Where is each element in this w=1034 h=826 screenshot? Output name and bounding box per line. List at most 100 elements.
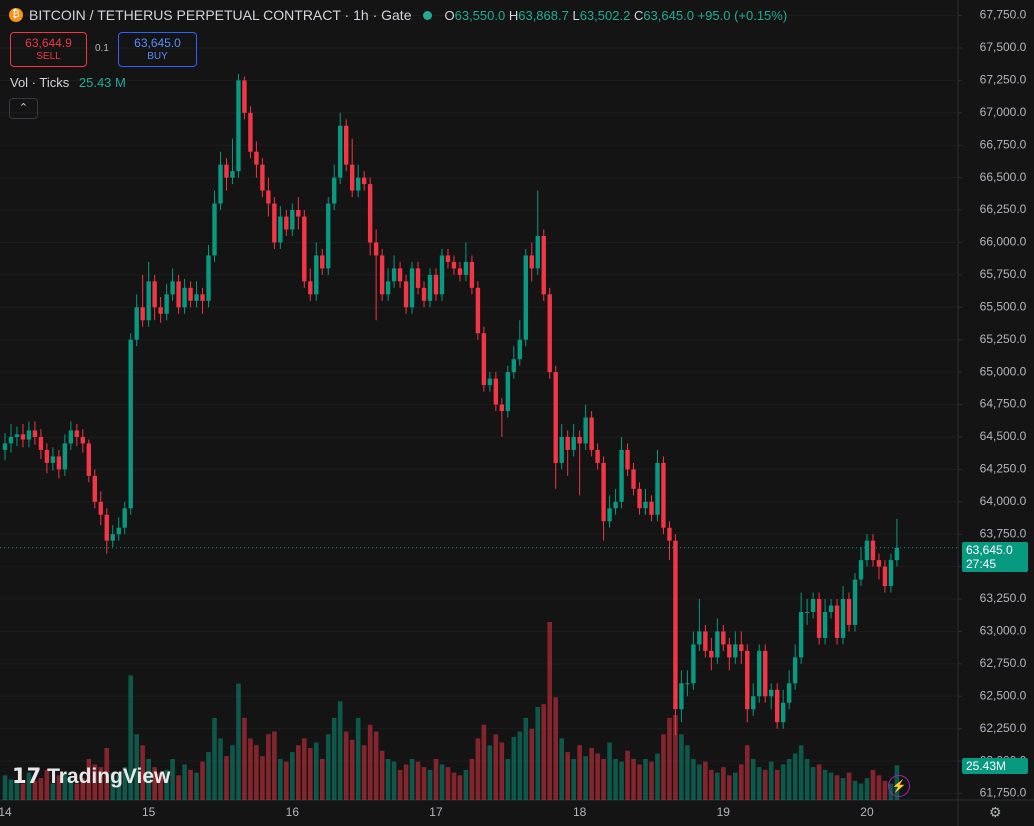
volume-bar <box>517 731 523 800</box>
volume-bar <box>409 758 415 800</box>
candle-body <box>499 404 505 412</box>
volume-bar <box>260 756 265 800</box>
candle-body <box>188 287 193 301</box>
volume-bar <box>188 769 193 800</box>
volume-bar <box>709 769 714 800</box>
change: +95.0 (+0.15%) <box>697 7 788 23</box>
candle-body <box>284 216 289 230</box>
candle-body <box>86 443 92 476</box>
volume-bar <box>469 758 475 800</box>
candle-body <box>709 650 714 658</box>
candle-body <box>158 307 163 314</box>
candle-body <box>140 307 145 321</box>
price-tag-price: 63,645.0 <box>966 543 1013 557</box>
candle-body <box>541 235 546 295</box>
candle-body <box>547 294 552 373</box>
buy-button[interactable]: 63,645.0 BUY <box>118 32 197 67</box>
volume-bar <box>302 738 307 800</box>
candle-body <box>74 430 80 437</box>
volume-bar <box>715 772 720 800</box>
volume-bar <box>571 758 576 800</box>
volume-bar <box>248 738 253 800</box>
volume-bar <box>583 756 588 800</box>
candle-body <box>361 177 367 185</box>
volume-legend-label: Vol · Ticks <box>10 75 70 90</box>
volume-bar <box>822 769 828 800</box>
volume-bar <box>56 775 62 800</box>
volume-bar <box>272 731 277 800</box>
buy-price: 63,645.0 <box>134 36 181 50</box>
volume-bar <box>852 780 858 800</box>
volume-bar <box>44 769 50 800</box>
volume-bar <box>499 742 505 800</box>
candle-body <box>152 281 157 308</box>
candle-body <box>816 599 822 638</box>
volume-bar <box>619 761 624 800</box>
candle-body <box>703 631 708 651</box>
volume-bar <box>182 764 187 800</box>
volume-bar <box>493 734 499 800</box>
candle-body <box>266 190 271 204</box>
candle-body <box>487 378 493 386</box>
volume-tag: 25.43M <box>962 758 1028 774</box>
volume-bar <box>445 767 451 800</box>
candle-body <box>774 689 780 723</box>
candle-body <box>637 488 642 509</box>
candle-body <box>427 274 433 301</box>
sell-button[interactable]: 63,644.9 SELL <box>10 32 87 67</box>
volume-bar <box>691 758 696 800</box>
candle-body <box>679 683 684 710</box>
candle-body <box>631 469 636 489</box>
candle-body <box>451 261 457 269</box>
candle-body <box>242 80 247 113</box>
candle-body <box>852 579 858 625</box>
volume-bar <box>511 737 517 800</box>
candle-body <box>98 501 103 515</box>
candle-body <box>218 164 223 204</box>
candle-body <box>583 417 588 444</box>
y-tick-label: 67,500.0 <box>980 40 1027 54</box>
ohlc-value: 63,868.7 <box>518 7 569 23</box>
status-dot <box>423 10 433 20</box>
candle-body <box>146 281 151 321</box>
volume-bar <box>391 761 397 800</box>
watermark-text: TradingView <box>47 765 171 788</box>
candle-body <box>685 683 690 685</box>
volume-bar <box>834 775 840 800</box>
candle-body <box>894 547 900 561</box>
volume-bar <box>882 780 888 800</box>
candle-body <box>14 434 20 437</box>
volume-bar <box>463 769 469 800</box>
y-tick-label: 62,250.0 <box>980 721 1027 735</box>
x-tick-label: 20 <box>860 805 874 819</box>
ohlc-value: 63,645.0 <box>643 7 694 23</box>
collapse-button[interactable]: ⌃ <box>9 98 38 119</box>
settings-icon[interactable]: ⚙ <box>989 804 1002 820</box>
candle-body <box>62 443 68 470</box>
candle-body <box>224 164 229 178</box>
volume-bar <box>649 761 654 800</box>
volume-bar <box>721 767 726 800</box>
volume-bar <box>403 764 409 800</box>
candle-body <box>44 449 50 463</box>
candle-body <box>128 339 133 509</box>
candle-body <box>661 462 666 528</box>
volume-bar <box>254 745 259 800</box>
candle-body <box>8 436 14 444</box>
volume-bar <box>74 783 80 800</box>
candle-body <box>505 372 511 412</box>
price-tag-countdown: 27:45 <box>966 557 997 571</box>
candle-body <box>182 287 187 308</box>
candle-body <box>349 164 355 191</box>
candle-body <box>80 436 86 444</box>
ohlc-key: H <box>508 7 519 23</box>
buy-label: BUY <box>147 51 168 62</box>
candle-body <box>864 540 870 561</box>
alert-icon[interactable]: ⚡ <box>888 775 910 797</box>
volume-bar <box>242 717 247 800</box>
candle-body <box>822 611 828 638</box>
candle-body <box>445 255 451 262</box>
y-tick-label: 62,750.0 <box>980 656 1027 670</box>
candle-body <box>104 514 109 541</box>
